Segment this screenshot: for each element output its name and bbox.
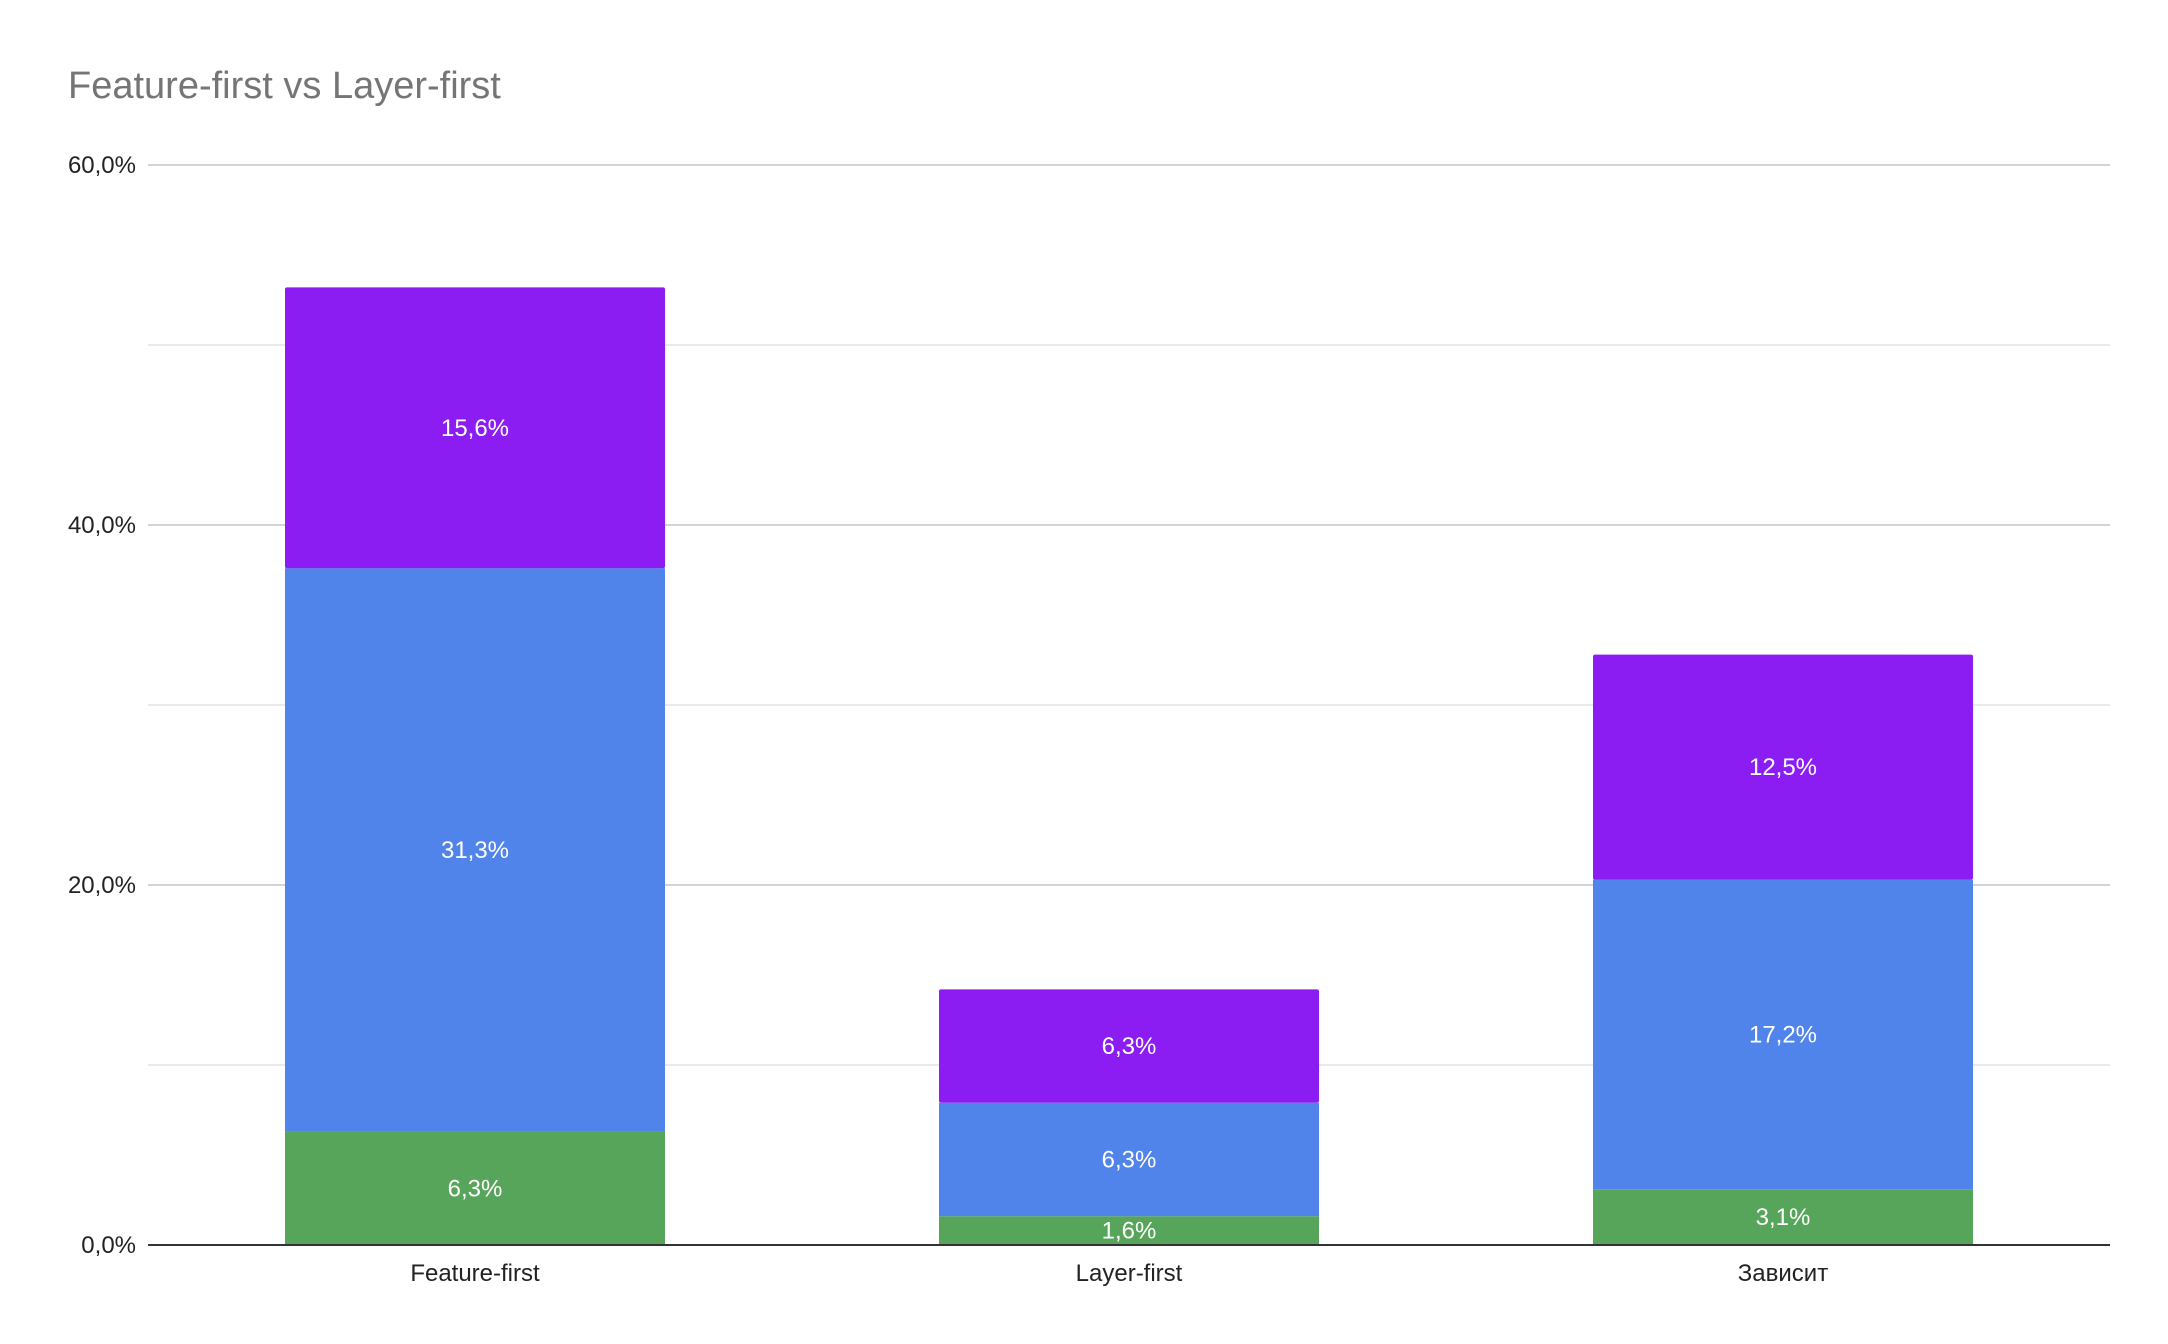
x-tick-label: Feature-first (410, 1260, 540, 1287)
bar-segment[interactable] (1593, 654, 1973, 880)
bars (285, 287, 1973, 1245)
data-labels: 6,3% 31,3% 15,6% 1,6% 6,3% 6,3% 3,1% 17,2% 12,5% (441, 415, 1817, 1245)
x-tick-label: Зависит (1738, 1260, 1828, 1287)
bar-segment[interactable] (285, 287, 665, 569)
bar-value-label: 6,3% (1102, 1033, 1157, 1060)
bar-segment[interactable] (285, 1131, 665, 1245)
bar-value-label: 17,2% (1749, 1021, 1817, 1048)
bar-value-label: 3,1% (1756, 1204, 1811, 1231)
y-tick-label: 20,0% (68, 872, 136, 899)
y-tick-label: 60,0% (68, 152, 136, 179)
bar-segment[interactable] (939, 989, 1319, 1103)
axes: 0,0% 20,0% 40,0% 60,0% Feature-first Layer-fi… (68, 152, 2110, 1287)
bar-segment[interactable] (939, 1216, 1319, 1245)
bar-value-label: 12,5% (1749, 754, 1817, 781)
bar-value-label: 31,3% (441, 837, 509, 864)
bar-value-label: 6,3% (1102, 1147, 1157, 1174)
bar-segment[interactable] (1593, 879, 1973, 1190)
bar-value-label: 1,6% (1102, 1218, 1157, 1245)
chart-title: Feature-first vs Layer-first (68, 65, 501, 107)
x-tick-label: Layer-first (1076, 1260, 1183, 1287)
bar-segment[interactable] (1593, 1189, 1973, 1245)
bar-segment[interactable] (285, 568, 665, 1132)
y-tick-label: 0,0% (81, 1232, 136, 1259)
y-tick-label: 40,0% (68, 512, 136, 539)
bar-value-label: 15,6% (441, 415, 509, 442)
bar-segment[interactable] (939, 1102, 1319, 1217)
bar-value-label: 6,3% (448, 1175, 503, 1202)
